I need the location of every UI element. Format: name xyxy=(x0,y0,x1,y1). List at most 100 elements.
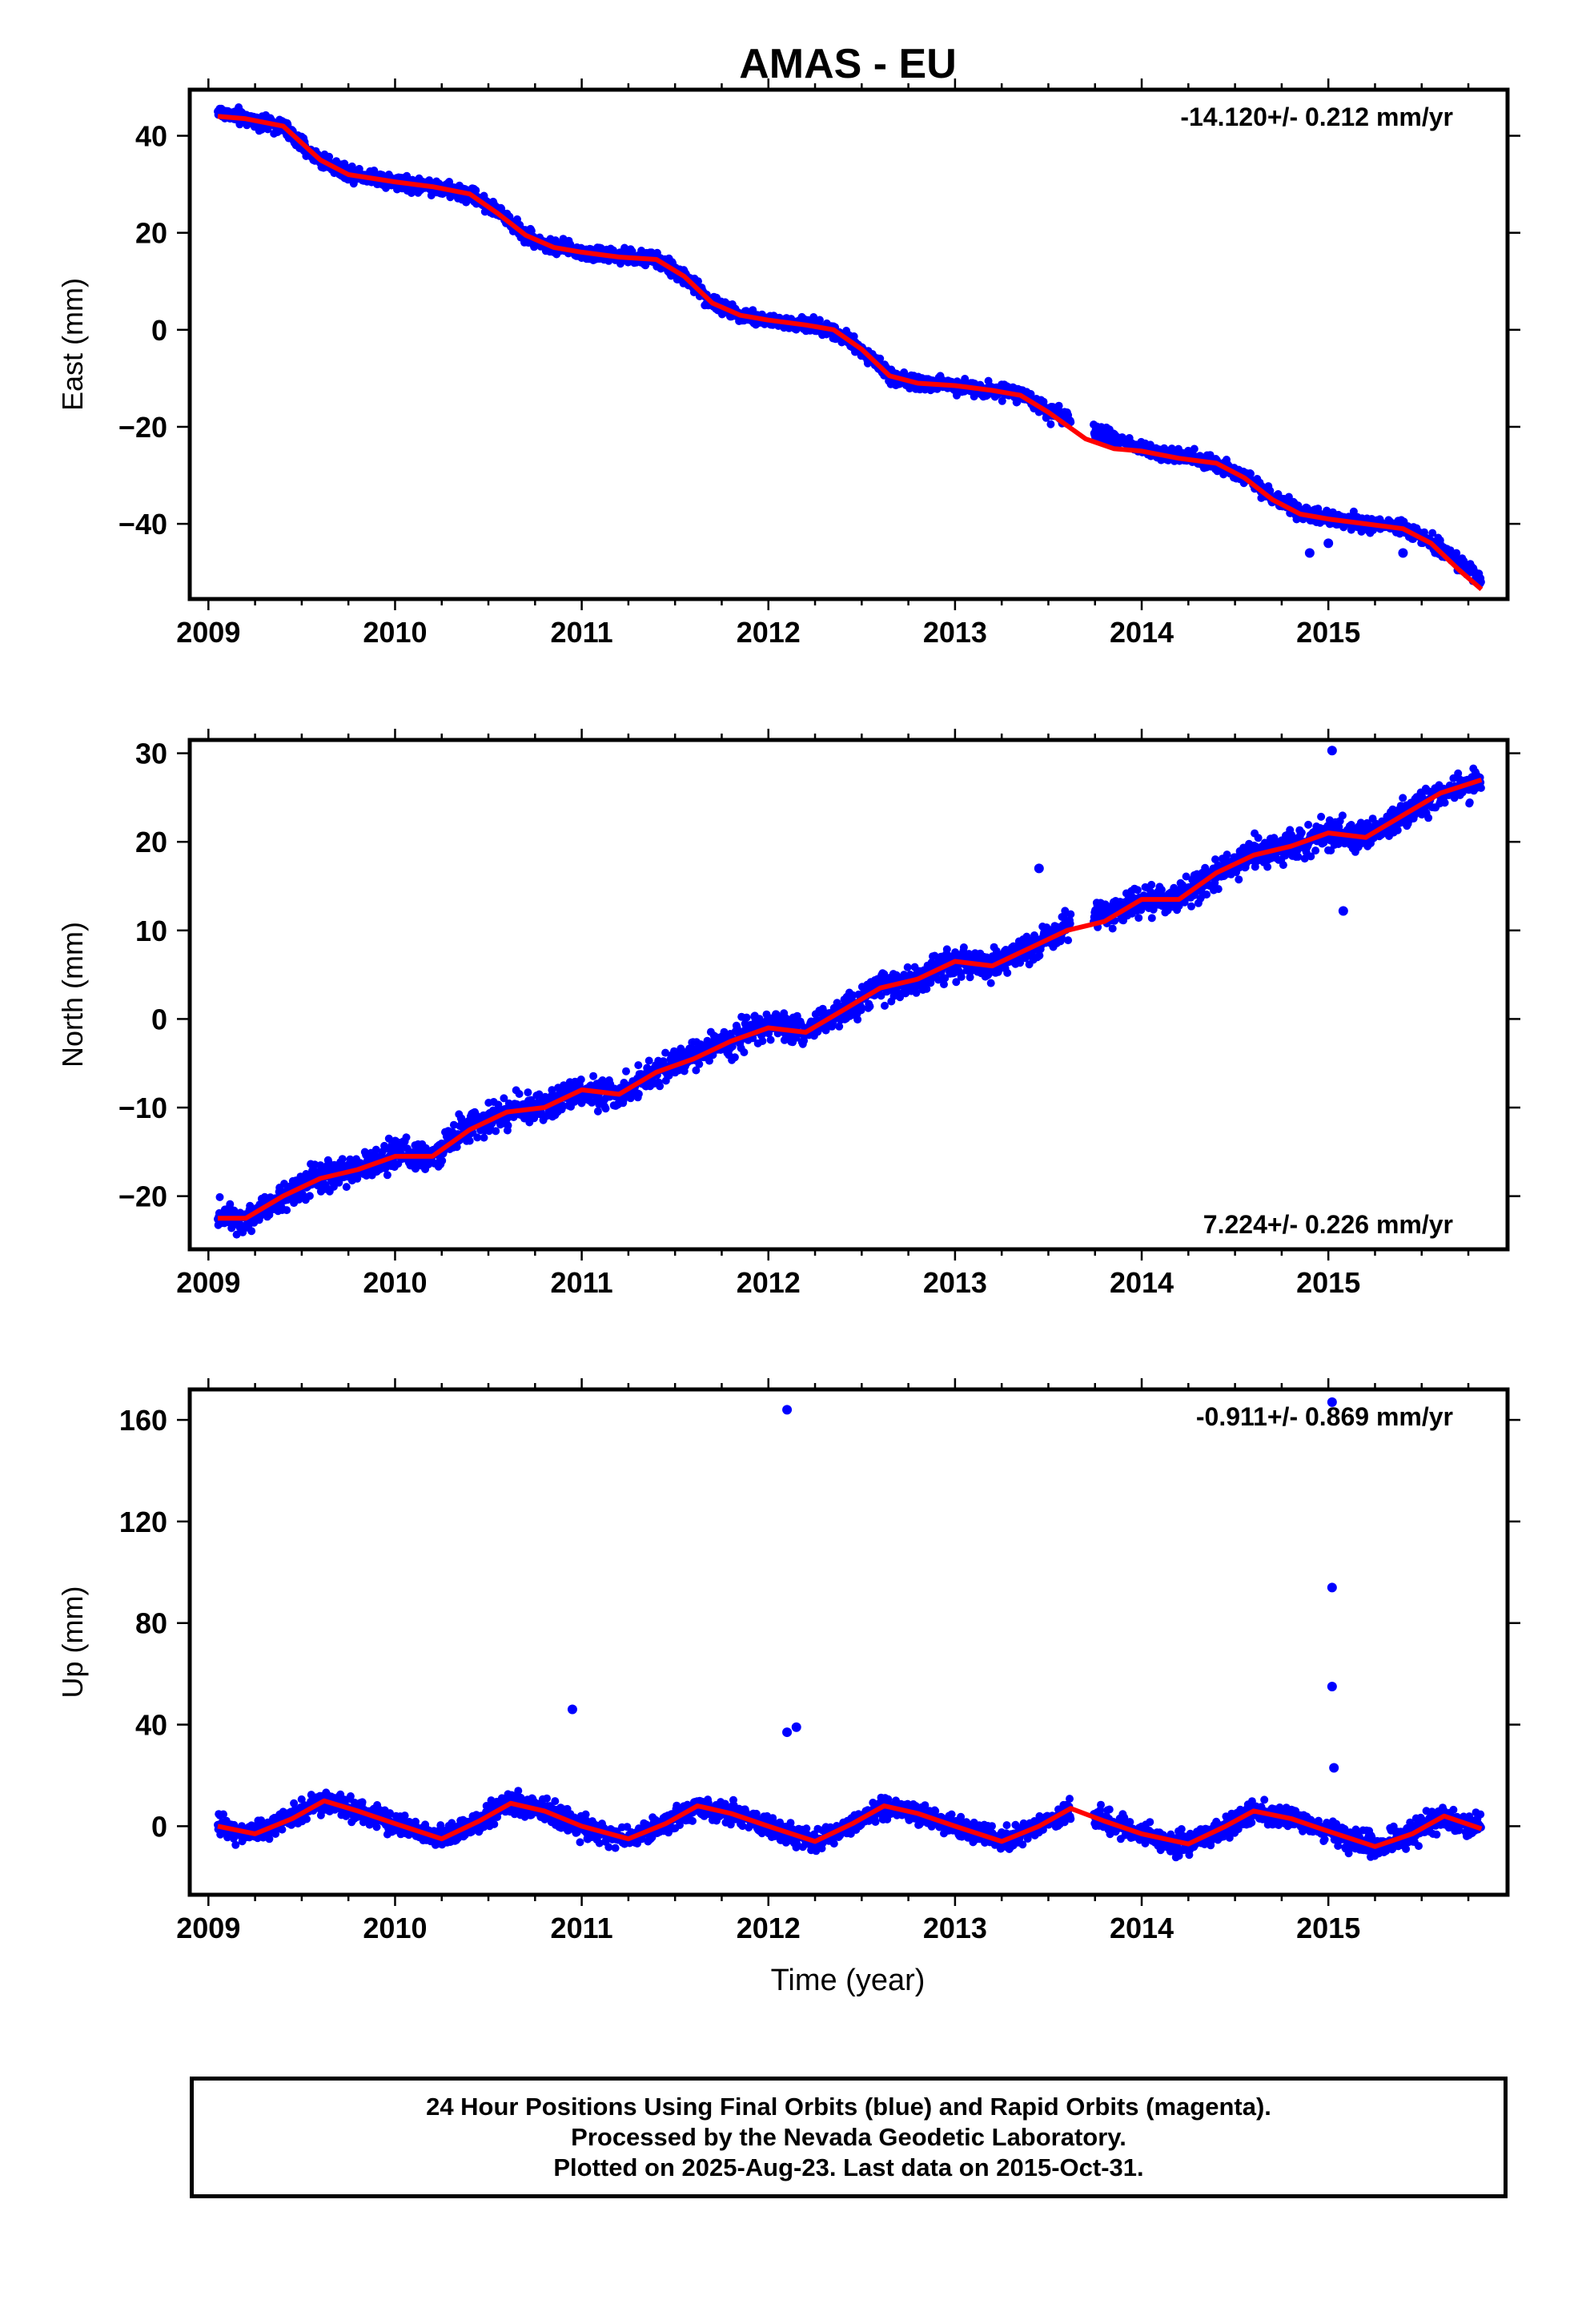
y-axis-label: East (mm) xyxy=(56,278,89,411)
panel-2: 2009 2010 2011 2012 2013 2014 20153020100−10−2… xyxy=(56,729,1520,1299)
data-point xyxy=(449,1120,458,1129)
data-point xyxy=(384,1134,393,1143)
data-point xyxy=(1147,914,1156,923)
data-point xyxy=(876,354,885,363)
y-tick-label: −20 xyxy=(118,411,167,444)
data-point xyxy=(1182,872,1191,881)
data-point xyxy=(1317,812,1326,821)
data-point xyxy=(601,1104,610,1113)
data-point xyxy=(535,1090,544,1099)
data-point xyxy=(1206,451,1215,460)
data-point xyxy=(438,1156,447,1165)
data-point xyxy=(1026,390,1035,398)
data-point xyxy=(305,1192,314,1200)
data-point xyxy=(283,1206,291,1215)
data-point xyxy=(265,1211,274,1219)
data-point xyxy=(903,963,912,971)
data-point xyxy=(1476,783,1485,792)
data-point xyxy=(1066,919,1074,928)
data-point xyxy=(1016,959,1025,967)
data-point xyxy=(1133,886,1142,895)
data-point xyxy=(665,1072,673,1080)
data-point xyxy=(215,1192,224,1201)
fit-curve xyxy=(218,777,1483,1221)
data-point xyxy=(1214,885,1223,894)
data-point xyxy=(1294,852,1303,861)
data-point xyxy=(853,1015,862,1024)
data-point xyxy=(1266,486,1275,495)
data-point xyxy=(835,1022,844,1031)
data-point xyxy=(942,945,951,954)
data-point xyxy=(952,978,961,987)
data-point xyxy=(1307,852,1315,861)
data-point xyxy=(1046,420,1055,428)
panel-frame xyxy=(187,738,1510,1252)
data-point xyxy=(959,943,968,951)
data-point xyxy=(589,1072,598,1080)
data-point xyxy=(1304,820,1313,829)
daily-points xyxy=(214,103,1485,588)
data-point xyxy=(1393,826,1402,834)
data-point xyxy=(559,1101,568,1110)
data-point xyxy=(730,1053,739,1062)
data-point xyxy=(634,1061,643,1070)
daily-points xyxy=(214,764,1485,1239)
data-point xyxy=(622,1067,630,1076)
data-point xyxy=(1134,914,1143,923)
outlier-point xyxy=(1323,538,1334,549)
data-point xyxy=(1440,798,1449,807)
fit-curve xyxy=(217,114,1484,592)
data-point xyxy=(1338,811,1347,820)
y-tick-label: 40 xyxy=(135,120,167,153)
x-tick-label: 2009 xyxy=(176,616,240,649)
data-point xyxy=(986,979,995,987)
outlier-point xyxy=(1304,548,1315,558)
x-tick-label: 2010 xyxy=(363,616,427,649)
data-point xyxy=(1297,828,1306,837)
data-point xyxy=(355,164,363,173)
x-tick-label: 2015 xyxy=(1296,616,1360,649)
data-point xyxy=(465,1136,474,1145)
data-point xyxy=(692,1066,701,1075)
data-point xyxy=(857,1003,866,1012)
data-point xyxy=(1300,854,1309,863)
data-point xyxy=(1428,529,1437,537)
data-point xyxy=(1235,875,1243,884)
data-point xyxy=(402,1133,411,1142)
data-point xyxy=(985,970,994,978)
panel-frame xyxy=(187,87,1510,601)
data-point xyxy=(881,1001,889,1010)
data-point xyxy=(1254,834,1263,842)
x-tick-label: 2014 xyxy=(1110,616,1174,649)
y-tick-label: 0 xyxy=(151,314,167,347)
data-point xyxy=(661,1048,670,1057)
data-point xyxy=(1066,910,1075,919)
chart-panels: 2009 2010 2011 2012 2013 2014 201540200−20−40E… xyxy=(56,78,1520,1944)
data-point xyxy=(342,1183,351,1192)
data-point xyxy=(1223,850,1231,859)
chart-title: AMAS - EU xyxy=(739,41,957,87)
data-point xyxy=(1035,951,1044,960)
data-point xyxy=(383,1171,391,1180)
data-point xyxy=(815,316,824,324)
data-point xyxy=(695,1059,704,1068)
data-point xyxy=(766,1035,775,1044)
data-point xyxy=(480,1133,488,1142)
data-point xyxy=(524,1088,532,1097)
data-point xyxy=(576,1076,585,1084)
data-point xyxy=(922,984,931,993)
data-point xyxy=(634,1090,643,1098)
data-point xyxy=(1452,549,1461,557)
data-point xyxy=(644,1056,653,1065)
outlier-point xyxy=(1327,746,1337,756)
data-point xyxy=(877,991,885,1000)
data-point xyxy=(1311,846,1320,855)
data-point xyxy=(1064,936,1073,945)
data-point xyxy=(1147,880,1156,889)
data-point xyxy=(742,1013,751,1022)
rate-label: -14.120+/- 0.212 mm/yr xyxy=(1180,103,1453,131)
data-point xyxy=(740,1048,749,1056)
data-point xyxy=(1003,968,1012,977)
data-point xyxy=(912,988,921,997)
